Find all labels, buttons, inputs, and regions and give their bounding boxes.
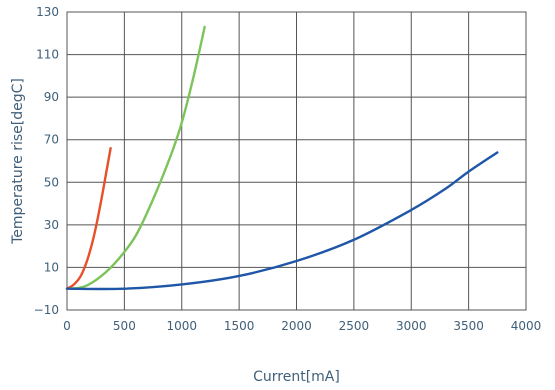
x-tick-label: 3000 <box>396 319 427 333</box>
y-tick-label: 90 <box>44 90 59 104</box>
y-tick-label: 70 <box>44 133 59 147</box>
x-tick-label: 500 <box>113 319 136 333</box>
y-tick-label: −10 <box>34 303 59 317</box>
series-line-3 <box>65 151 499 291</box>
x-axis-title: Current[mA] <box>253 369 340 385</box>
y-tick-label: 110 <box>36 48 59 62</box>
x-tick-label: 3500 <box>453 319 484 333</box>
x-tick-label: 2000 <box>281 319 312 333</box>
x-tick-label: 0 <box>63 319 71 333</box>
x-tick-labels: 0 500 1000 1500 2000 2500 3000 3500 4000 <box>63 319 541 333</box>
y-tick-label: 130 <box>36 5 59 19</box>
y-tick-label: 50 <box>44 175 59 189</box>
y-axis-title: Temperature rise[degC] <box>10 78 26 245</box>
x-tick-label: 2500 <box>339 319 370 333</box>
series-group <box>65 25 499 291</box>
x-tick-label: 1000 <box>166 319 197 333</box>
series-line-1 <box>65 147 112 290</box>
y-tick-labels: −10 10 30 50 70 90 110 130 <box>34 5 59 317</box>
x-tick-label: 1500 <box>224 319 255 333</box>
x-tick-label: 4000 <box>511 319 542 333</box>
series-line-2 <box>65 25 206 290</box>
y-tick-label: 30 <box>44 218 59 232</box>
plot-frame <box>66 11 527 311</box>
y-tick-label: 10 <box>44 260 59 274</box>
